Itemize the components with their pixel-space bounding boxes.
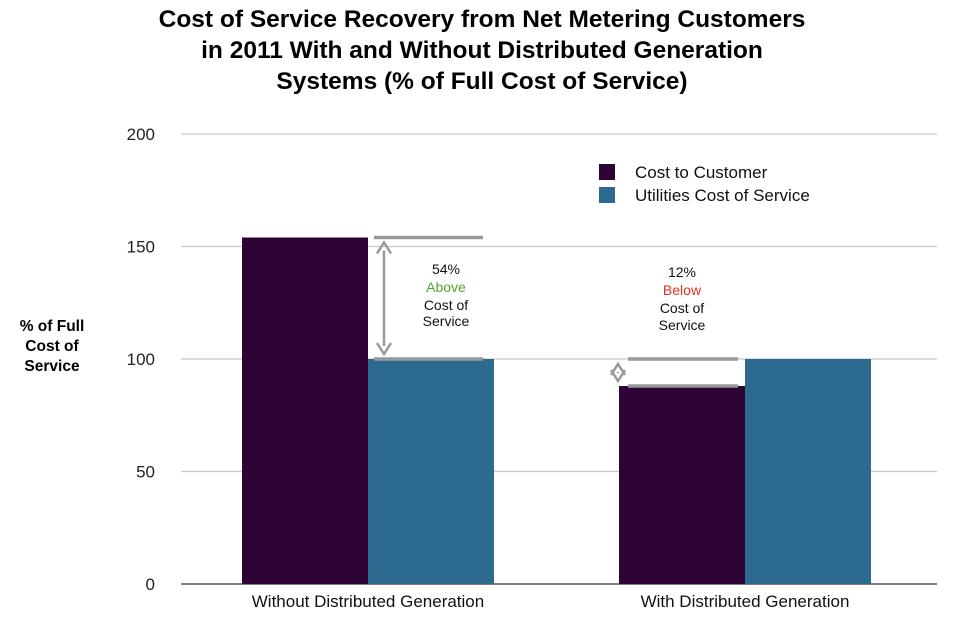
y-tick-label: 0 xyxy=(146,575,155,594)
y-tick-label: 50 xyxy=(136,463,155,482)
y-tick-label: 100 xyxy=(127,350,155,369)
bar-cost-to-customer xyxy=(242,237,368,584)
bar-utilities-cost xyxy=(745,359,871,584)
chart-title: Cost of Service Recovery from Net Meteri… xyxy=(0,4,964,97)
annotation-text: Service xyxy=(423,313,470,329)
y-axis-label: % of Full Cost of Service xyxy=(20,318,85,375)
legend-label: Cost to Customer xyxy=(635,163,768,182)
y-tick-label: 150 xyxy=(127,238,155,257)
annotation-arrow-head-down xyxy=(609,369,627,384)
legend-swatch xyxy=(599,164,615,180)
y-tick-label: 200 xyxy=(127,125,155,144)
chart-title-line-1: Cost of Service Recovery from Net Meteri… xyxy=(158,6,806,33)
chart-title-line-3: Systems (% of Full Cost of Service) xyxy=(276,68,688,95)
annotation-arrow-head-down xyxy=(375,342,393,357)
bar-utilities-cost xyxy=(368,359,494,584)
annotation-percent: 12% xyxy=(668,264,696,280)
annotation-percent: 54% xyxy=(432,261,460,277)
legend: Cost to Customer Utilities Cost of Servic… xyxy=(599,163,810,205)
annotation-arrow-head-up xyxy=(609,361,627,376)
y-axis-label-line-2: Cost of xyxy=(25,338,79,355)
y-axis-ticks: 0 50 100 150 200 xyxy=(127,125,155,594)
annotation-text: Service xyxy=(659,317,706,333)
y-axis-label-line-1: % of Full xyxy=(20,318,85,335)
y-axis-label-line-3: Service xyxy=(24,358,80,375)
legend-swatch xyxy=(599,187,615,203)
annotation-direction: Below xyxy=(663,282,702,298)
annotation-arrow-head-up xyxy=(375,240,393,255)
bar-cost-to-customer xyxy=(619,386,745,584)
x-category-label: Without Distributed Generation xyxy=(252,592,484,611)
bars xyxy=(242,237,871,584)
legend-label: Utilities Cost of Service xyxy=(635,186,810,205)
x-category-label: With Distributed Generation xyxy=(641,592,850,611)
chart-title-line-2: in 2011 With and Without Distributed Gen… xyxy=(201,37,763,64)
annotation-direction: Above xyxy=(426,279,466,295)
annotation-text: Cost of xyxy=(660,300,704,316)
x-axis-category-labels: Without Distributed Generation With Distr… xyxy=(252,592,850,611)
annotation-text: Cost of xyxy=(424,297,468,313)
